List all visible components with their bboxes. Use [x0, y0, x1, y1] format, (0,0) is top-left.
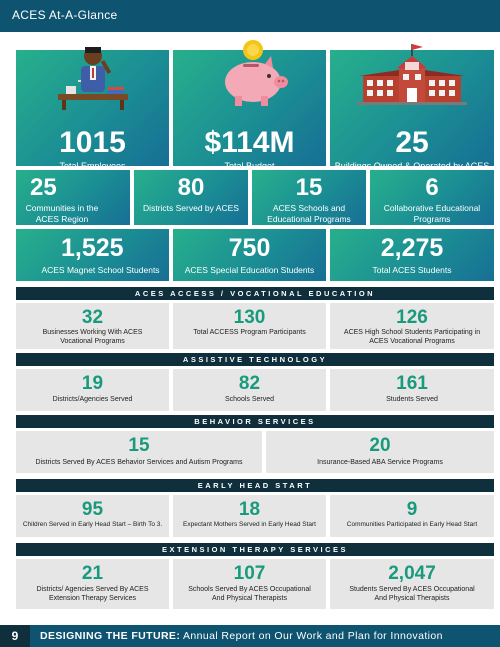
section-header-head-start: EARLY HEAD START	[16, 479, 494, 492]
stat-value: 15	[128, 435, 150, 456]
stat-value: 2,275	[380, 234, 444, 262]
footer-title-bold: DESIGNING THE FUTURE:	[40, 630, 181, 642]
stat-value: 15	[295, 174, 323, 201]
tile-communities: 25 Communities in the ACES Region	[16, 170, 130, 225]
stat-card: 2,047 Students Served By ACES Occupation…	[330, 559, 494, 609]
stat-card: 19 Districts/Agencies Served	[16, 369, 169, 411]
top-header-bar: ACES At-A-Glance	[0, 0, 500, 32]
stat-label: Children Served in Early Head Start – Bi…	[22, 521, 163, 528]
stat-card: 20 Insurance-Based ABA Service Programs	[266, 431, 494, 473]
stat-value: 1,525	[61, 234, 124, 262]
stat-value: 25	[395, 126, 429, 159]
section-header-behavior: BEHAVIOR SERVICES	[16, 415, 494, 428]
stat-label: Total ACES Students	[372, 265, 452, 275]
stat-value: 20	[369, 435, 391, 456]
tile-magnet-students: 1,525 ACES Magnet School Students	[16, 229, 169, 281]
section-header-access: ACES ACCESS / VOCATIONAL EDUCATION	[16, 287, 494, 300]
stat-label: ACES Schools and Educational Programs	[267, 203, 351, 224]
tile-buildings: 25 Buildings Owned & Operated by ACES	[330, 44, 494, 171]
stat-card: 95 Children Served in Early Head Start –…	[16, 495, 169, 537]
stat-label: Total Budget	[224, 161, 275, 171]
stat-card: 130 Total ACCESS Program Participants	[173, 303, 326, 349]
page-title: ACES At-A-Glance	[12, 8, 118, 22]
stat-card: 126 ACES High School Students Participat…	[330, 303, 494, 349]
stat-value: 126	[396, 307, 428, 328]
school-building-icon	[357, 44, 467, 105]
stat-value: 130	[233, 307, 266, 328]
tile-special-ed-students: 750 ACES Special Education Students	[173, 229, 326, 281]
stat-card: 161 Students Served	[330, 369, 494, 411]
stat-label: Communities in the ACES Region	[25, 203, 99, 224]
footer-title-rest: Annual Report on Our Work and Plan for I…	[180, 630, 443, 642]
stat-label: Districts/Agencies Served	[52, 396, 133, 403]
stat-value: 18	[238, 499, 261, 520]
stat-label: Total ACCESS Program Participants	[193, 329, 306, 336]
tile-total-budget: $114M Total Budget	[173, 40, 326, 171]
stat-label: Communities Participated in Early Head S…	[346, 521, 478, 528]
stat-card: 9 Communities Participated in Early Head…	[330, 495, 494, 537]
tile-total-employees: 1015 Total Employees	[16, 47, 169, 171]
footer-bar: 9 DESIGNING THE FUTURE: Annual Report on…	[0, 625, 500, 647]
stat-value: 161	[396, 373, 428, 394]
stat-value: 21	[81, 563, 104, 584]
stat-value: 750	[228, 234, 271, 262]
stat-value: 25	[30, 174, 57, 201]
stat-label: Districts Served by ACES	[143, 203, 239, 213]
stat-card: 107 Schools Served By ACES Occupational …	[173, 559, 326, 609]
stat-value: 32	[81, 307, 104, 328]
piggy-bank-icon	[225, 40, 288, 106]
section-header-therapy: EXTENSION THERAPY SERVICES	[16, 543, 494, 556]
stat-value: 2,047	[388, 563, 436, 584]
stat-label: Schools Served	[224, 396, 275, 403]
stat-label: Students Served By ACES Occupational And…	[349, 586, 475, 603]
stat-value: 82	[238, 373, 261, 394]
tile-total-students: 2,275 Total ACES Students	[330, 229, 494, 281]
tile-districts: 80 Districts Served by ACES	[134, 170, 248, 225]
stat-card: 82 Schools Served	[173, 369, 326, 411]
stat-label: ACES Special Education Students	[184, 265, 315, 275]
stat-value: 95	[81, 499, 104, 520]
stat-label: Buildings Owned & Operated by ACES	[334, 161, 490, 171]
stat-label: Collaborative Educational Programs	[383, 203, 481, 224]
stat-value: 19	[81, 373, 104, 394]
stat-value: 107	[233, 563, 266, 584]
stat-card: 21 Districts/ Agencies Served By ACES Ex…	[16, 559, 169, 609]
stat-value: 1015	[59, 126, 126, 159]
stat-value: $114M	[204, 126, 295, 159]
stat-value: 9	[406, 499, 418, 520]
stat-card: 18 Expectant Mothers Served in Early Hea…	[173, 495, 326, 537]
stat-card: 32 Businesses Working With ACES Vocation…	[16, 303, 169, 349]
stat-label: Total Employees	[59, 161, 126, 171]
stat-label: Businesses Working With ACES Vocational …	[42, 329, 143, 346]
stat-label: Students Served	[386, 396, 438, 403]
stat-label: Districts/ Agencies Served By ACES Exten…	[36, 586, 149, 603]
stat-label: ACES High School Students Participating …	[343, 329, 481, 346]
stat-label: Schools Served By ACES Occupational And …	[188, 586, 311, 603]
stat-label: ACES Magnet School Students	[41, 265, 160, 275]
stat-label: Insurance-Based ABA Service Programs	[317, 459, 443, 466]
stat-label: Expectant Mothers Served in Early Head S…	[183, 521, 316, 528]
stat-card: 15 Districts Served By ACES Behavior Ser…	[16, 431, 262, 473]
stat-value: 6	[425, 174, 439, 201]
section-header-assistive: ASSISTIVE TECHNOLOGY	[16, 353, 494, 366]
tile-schools-programs: 15 ACES Schools and Educational Programs	[252, 170, 366, 225]
stat-value: 80	[177, 174, 205, 201]
footer-title: DESIGNING THE FUTURE: Annual Report on O…	[40, 630, 443, 642]
page-number: 9	[0, 625, 30, 647]
teacher-illustration-icon	[58, 47, 128, 110]
tile-collaborative: 6 Collaborative Educational Programs	[370, 170, 494, 225]
stat-label: Districts Served By ACES Behavior Servic…	[35, 459, 243, 466]
